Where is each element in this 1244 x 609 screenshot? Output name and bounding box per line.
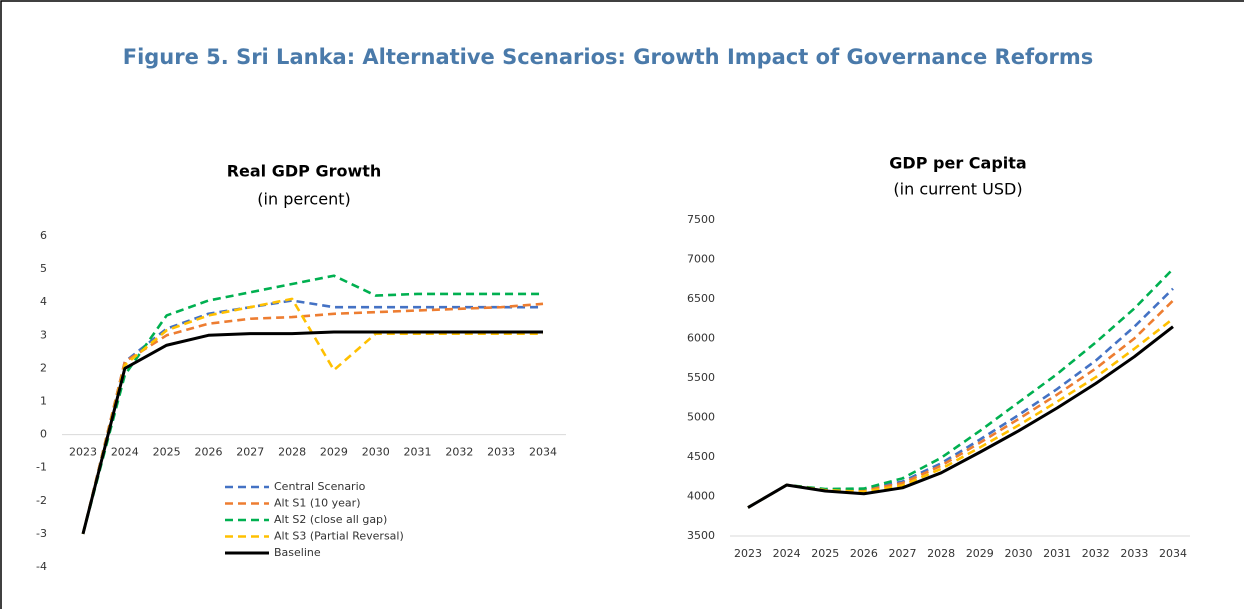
x-tick-label: 2023 <box>734 547 762 560</box>
x-tick-label: 2027 <box>236 446 264 459</box>
y-tick-label: 5 <box>40 262 47 275</box>
series-line <box>747 317 1174 509</box>
y-tick-label: 4 <box>40 295 47 308</box>
figure-title: Figure 5. Sri Lanka: Alternative Scenari… <box>123 45 1094 69</box>
series-line <box>747 287 1174 509</box>
series-line <box>81 299 543 535</box>
series-line <box>81 274 543 535</box>
x-tick-label: 2023 <box>69 446 97 459</box>
x-tick-label: 2028 <box>927 547 955 560</box>
legend-label: Alt S2 (close all gap) <box>274 513 387 526</box>
chart-title: GDP per Capita <box>889 154 1026 173</box>
y-tick-label: -3 <box>36 527 47 540</box>
x-tick-label: 2034 <box>529 446 557 459</box>
x-tick-label: 2034 <box>1159 547 1187 560</box>
chart-subtitle: (in current USD) <box>893 180 1022 199</box>
x-tick-label: 2026 <box>194 446 222 459</box>
series-line <box>747 299 1174 509</box>
series-line <box>747 268 1174 509</box>
series-line <box>81 297 543 535</box>
x-tick-label: 2033 <box>1120 547 1148 560</box>
y-tick-label: 4000 <box>687 490 715 503</box>
x-tick-label: 2032 <box>1082 547 1110 560</box>
chart-subtitle: (in percent) <box>257 190 350 209</box>
y-tick-label: 7500 <box>687 213 715 226</box>
x-tick-label: 2032 <box>445 446 473 459</box>
x-tick-label: 2026 <box>850 547 878 560</box>
x-tick-label: 2028 <box>278 446 306 459</box>
x-tick-label: 2029 <box>966 547 994 560</box>
y-tick-label: 4500 <box>687 450 715 463</box>
y-tick-label: 3500 <box>687 529 715 542</box>
x-tick-label: 2031 <box>1043 547 1071 560</box>
legend-label: Alt S3 (Partial Reversal) <box>274 530 404 543</box>
legend-label: Central Scenario <box>274 480 366 493</box>
x-tick-label: 2024 <box>773 547 801 560</box>
series-line <box>747 325 1174 509</box>
x-tick-label: 2033 <box>487 446 515 459</box>
chart-title: Real GDP Growth <box>227 162 382 181</box>
x-tick-label: 2024 <box>111 446 139 459</box>
y-tick-label: 6500 <box>687 292 715 305</box>
x-tick-label: 2029 <box>320 446 348 459</box>
y-tick-label: -1 <box>36 461 47 474</box>
y-tick-label: 7000 <box>687 253 715 266</box>
y-tick-label: -2 <box>36 494 47 507</box>
y-tick-label: 6000 <box>687 332 715 345</box>
x-tick-label: 2025 <box>153 446 181 459</box>
legend-label: Baseline <box>274 546 321 559</box>
x-tick-label: 2027 <box>889 547 917 560</box>
y-tick-label: 5500 <box>687 371 715 384</box>
x-tick-label: 2025 <box>811 547 839 560</box>
legend-label: Alt S1 (10 year) <box>274 497 361 510</box>
y-tick-label: 6 <box>40 229 47 242</box>
y-tick-label: 1 <box>40 395 47 408</box>
x-tick-label: 2030 <box>362 446 390 459</box>
x-tick-label: 2031 <box>404 446 432 459</box>
series-line <box>81 330 543 535</box>
x-tick-label: 2030 <box>1004 547 1032 560</box>
y-tick-label: 2 <box>40 361 47 374</box>
y-tick-label: 5000 <box>687 411 715 424</box>
y-tick-label: 3 <box>40 328 47 341</box>
y-tick-label: 0 <box>40 428 47 441</box>
y-tick-label: -4 <box>36 560 47 573</box>
